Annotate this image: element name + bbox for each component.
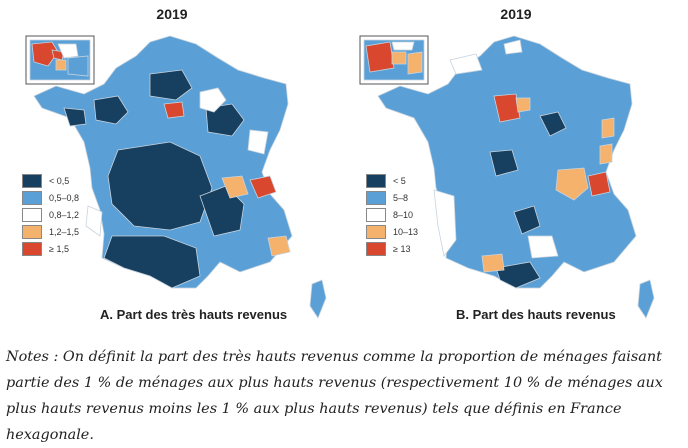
map-caption: B. Part des hauts revenus — [456, 307, 616, 322]
department-region — [539, 111, 567, 137]
map-caption: A. Part des très hauts revenus — [100, 307, 288, 322]
legend-swatch — [366, 241, 386, 256]
department-region — [149, 69, 193, 101]
department-region — [449, 53, 483, 75]
legend-swatch — [22, 224, 42, 239]
inset-dept — [391, 41, 415, 51]
department-region — [481, 253, 505, 273]
department-region — [513, 205, 541, 235]
map-panel-b: 2019 < 5 5–8 8–10 10–13 ≥ 13 B. Part des… — [344, 0, 688, 330]
legend-swatch — [22, 173, 42, 188]
department-region — [221, 175, 249, 199]
department-region — [493, 93, 521, 123]
inset-dept — [391, 51, 407, 65]
department-region — [103, 235, 201, 289]
inset-dept — [55, 59, 67, 71]
department-region — [555, 167, 589, 201]
department-region — [199, 87, 227, 113]
inset-dept — [31, 41, 59, 67]
department-region — [247, 129, 269, 155]
department-region — [503, 39, 523, 55]
legend-item: 5–8 — [366, 189, 418, 206]
legend-swatch — [22, 241, 42, 256]
legend-item: 1,2–1,5 — [22, 223, 79, 240]
legend-swatch — [22, 190, 42, 205]
legend-a: < 0,5 0,5–0,8 0,8–1,2 1,2–1,5 ≥ 1,5 — [22, 172, 79, 257]
legend-item: 0,5–0,8 — [22, 189, 79, 206]
legend-item: 8–10 — [366, 206, 418, 223]
department-region — [515, 97, 531, 113]
legend-swatch — [366, 190, 386, 205]
department-region — [527, 235, 559, 259]
corsica — [309, 279, 327, 319]
department-region — [495, 261, 541, 289]
map-year: 2019 — [500, 6, 532, 22]
department-region — [599, 143, 613, 165]
inset-dept — [67, 55, 89, 77]
legend-item: < 5 — [366, 172, 418, 189]
legend-item: 10–13 — [366, 223, 418, 240]
inset-dept — [365, 41, 395, 73]
department-region — [433, 189, 457, 257]
paris-inset-a — [25, 35, 95, 85]
department-region — [93, 95, 129, 125]
legend-swatch — [22, 207, 42, 222]
map-panel-a: 2019 < 0,5 0,5–0,8 0,8–1,2 1,2–1,5 ≥ 1,5… — [0, 0, 344, 330]
legend-b: < 5 5–8 8–10 10–13 ≥ 13 — [366, 172, 418, 257]
france-map-b — [359, 35, 655, 319]
legend-swatch — [366, 173, 386, 188]
notes-text: Notes : On définit la part des très haut… — [6, 349, 663, 443]
inset-dept — [57, 43, 79, 59]
legend-item: ≥ 13 — [366, 240, 418, 257]
department-region — [163, 101, 185, 119]
legend-swatch — [366, 207, 386, 222]
legend-swatch — [366, 224, 386, 239]
department-region — [199, 185, 245, 237]
department-region — [107, 141, 213, 231]
department-region — [267, 235, 291, 257]
department-region — [587, 171, 611, 197]
corsica — [637, 279, 655, 319]
department-region — [205, 103, 245, 137]
map-year: 2019 — [156, 6, 188, 22]
department-region — [489, 149, 519, 177]
department-region — [85, 205, 103, 237]
department-region — [63, 107, 87, 127]
france-map-a — [25, 35, 327, 319]
department-region — [601, 117, 615, 139]
inset-dept — [407, 51, 423, 75]
paris-inset-b — [359, 35, 429, 85]
legend-item: 0,8–1,2 — [22, 206, 79, 223]
legend-item: ≥ 1,5 — [22, 240, 79, 257]
department-region — [249, 175, 277, 199]
legend-item: < 0,5 — [22, 172, 79, 189]
